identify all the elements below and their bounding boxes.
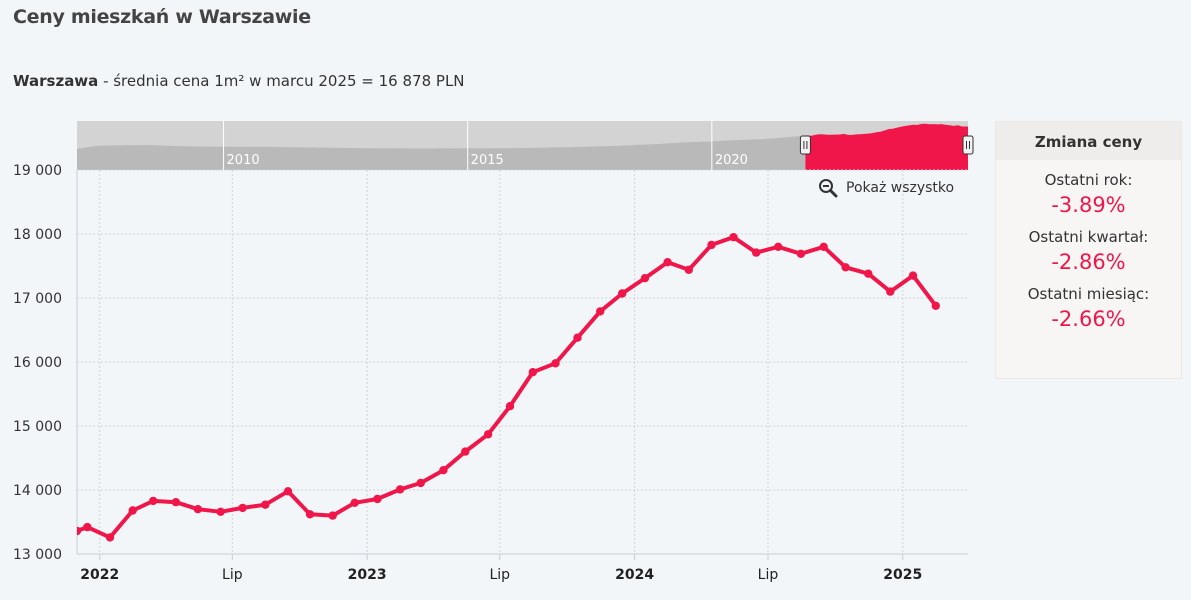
page-title: Ceny mieszkań w Warszawie [13,6,311,28]
chart-grid [76,169,968,555]
data-point[interactable] [149,496,158,506]
data-point[interactable] [373,494,382,504]
data-point[interactable] [931,301,940,310]
data-point[interactable] [908,271,918,280]
data-point[interactable] [128,506,137,515]
price-chart: 2010 2015 2020 13 000 14 000 15 000 16 000 17 … [13,121,974,583]
navigator-selected-area [805,123,968,170]
navigator-handle-left[interactable] [799,135,811,155]
stat-label-month: Ostatni miesiąc: [1027,285,1150,303]
data-point[interactable] [819,242,828,251]
y-tick-label: 14 000 [13,483,62,499]
x-axis: 2022 Lip 2023 Lip 2024 Lip 2025 [80,554,922,583]
y-tick-label: 19 000 [13,163,62,179]
data-point[interactable] [684,265,693,274]
data-point[interactable] [261,500,270,509]
data-point[interactable] [796,249,806,258]
stat-value-year: -3.89% [1051,193,1126,217]
price-change-panel: Zmiana ceny Ostatni rok: -3.89% Ostatni … [995,121,1182,379]
data-point[interactable] [328,511,337,520]
data-point[interactable] [551,359,560,368]
panel-title: Zmiana ceny [996,122,1181,160]
stat-label-year: Ostatni rok: [1044,171,1133,189]
data-point[interactable] [238,503,247,513]
x-tick-label: 2022 [80,567,119,583]
navigator-year-label: 2020 [715,153,748,168]
y-tick-label: 16 000 [13,355,62,371]
data-point[interactable] [83,522,92,532]
stat-value-month: -2.66% [1051,307,1126,331]
navigator-handle-right[interactable] [962,135,974,155]
data-point[interactable] [752,248,761,257]
stat-value-quarter: -2.86% [1051,250,1126,274]
chart-subtitle: Warszawa - średnia cena 1m² w marcu 2025… [13,72,465,90]
data-point[interactable] [483,430,493,439]
price-series [73,233,940,542]
x-tick-label: 2025 [883,567,922,583]
data-point[interactable] [505,402,515,411]
data-point[interactable] [729,233,738,242]
y-tick-label: 17 000 [13,291,62,307]
zoom-out-icon [819,179,838,198]
x-tick-label: Lip [758,567,779,583]
data-point[interactable] [528,368,537,377]
stat-label-quarter: Ostatni kwartał: [1028,228,1149,246]
subtitle-text: - średnia cena 1m² w marcu 2025 = 16 878… [98,72,465,90]
x-tick-label: Lip [489,567,510,583]
x-tick-label: 2023 [348,567,387,583]
data-point[interactable] [283,487,293,496]
data-point[interactable] [305,510,315,519]
data-point[interactable] [461,447,470,456]
data-point[interactable] [105,533,115,542]
data-point[interactable] [395,485,405,494]
navigator[interactable]: 2010 2015 2020 [77,121,974,170]
data-point[interactable] [350,498,359,507]
data-point[interactable] [596,307,605,316]
data-point[interactable] [640,274,650,283]
show-all-button[interactable]: Pokaż wszystko [818,178,954,198]
data-point[interactable] [774,242,783,251]
data-point[interactable] [573,333,582,342]
y-tick-label: 13 000 [13,547,62,563]
x-tick-label: 2024 [615,567,654,583]
data-point[interactable] [416,478,425,488]
data-point[interactable] [73,526,82,536]
series-line [77,235,938,540]
y-tick-label: 15 000 [13,419,62,435]
data-point[interactable] [171,498,181,507]
handle-body[interactable] [799,135,811,155]
y-tick-label: 18 000 [13,227,62,243]
data-point[interactable] [193,505,203,514]
data-point[interactable] [707,240,716,250]
data-point[interactable] [216,507,225,516]
subtitle-city: Warszawa [13,72,99,90]
data-point[interactable] [663,258,672,267]
show-all-label: Pokaż wszystko [846,180,955,196]
navigator-year-label: 2015 [471,153,504,168]
y-axis: 13 000 14 000 15 000 16 000 17 000 18 000 19 0… [13,163,62,563]
data-point[interactable] [886,287,895,296]
handle-body[interactable] [962,135,974,155]
data-point[interactable] [864,269,873,278]
navigator-year-label: 2010 [227,153,260,168]
data-point[interactable] [841,263,850,272]
x-tick-label: Lip [222,567,243,583]
data-point[interactable] [618,289,627,298]
navigator-history-area [77,135,806,170]
data-point[interactable] [439,466,448,475]
